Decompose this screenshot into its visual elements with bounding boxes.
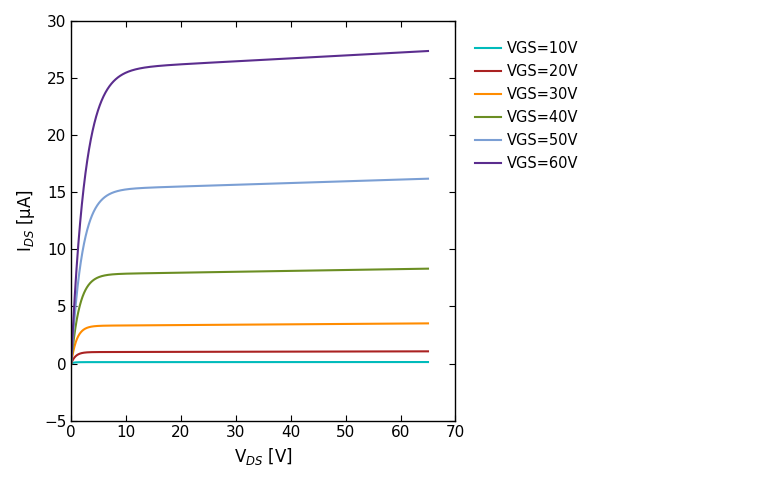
VGS=30V	[85, 324, 94, 330]
VGS=30V	[347, 321, 357, 327]
VGS=60V	[240, 58, 249, 64]
VGS=30V	[231, 322, 240, 328]
VGS=60V	[347, 52, 357, 58]
VGS=10V	[231, 359, 240, 365]
VGS=40V	[240, 269, 249, 275]
Line: VGS=50V: VGS=50V	[71, 179, 428, 363]
Line: VGS=10V: VGS=10V	[71, 362, 428, 363]
VGS=40V	[85, 281, 94, 287]
VGS=20V	[231, 349, 240, 355]
VGS=10V	[85, 359, 94, 365]
VGS=50V	[66, 361, 76, 366]
VGS=20V	[413, 348, 422, 354]
VGS=50V	[240, 182, 249, 187]
VGS=40V	[66, 361, 76, 366]
Legend: VGS=10V, VGS=20V, VGS=30V, VGS=40V, VGS=50V, VGS=60V: VGS=10V, VGS=20V, VGS=30V, VGS=40V, VGS=…	[470, 36, 583, 175]
VGS=60V	[85, 144, 94, 150]
VGS=60V	[231, 58, 240, 64]
VGS=50V	[413, 176, 422, 182]
VGS=20V	[66, 361, 76, 366]
VGS=10V	[413, 359, 422, 365]
Line: VGS=40V: VGS=40V	[71, 268, 428, 363]
VGS=30V	[240, 322, 249, 328]
Line: VGS=20V: VGS=20V	[71, 351, 428, 363]
VGS=60V	[66, 361, 76, 366]
VGS=20V	[413, 348, 422, 354]
Y-axis label: I$_{DS}$ [μA]: I$_{DS}$ [μA]	[15, 189, 37, 252]
VGS=40V	[347, 267, 357, 273]
VGS=20V	[423, 348, 432, 354]
VGS=10V	[347, 359, 357, 365]
VGS=10V	[66, 361, 76, 366]
VGS=20V	[240, 349, 249, 355]
VGS=50V	[347, 178, 357, 184]
VGS=60V	[413, 49, 422, 54]
VGS=40V	[413, 266, 422, 272]
VGS=10V	[413, 359, 422, 365]
VGS=50V	[231, 182, 240, 187]
VGS=30V	[423, 321, 432, 326]
VGS=50V	[423, 176, 432, 182]
VGS=40V	[413, 266, 422, 272]
Line: VGS=30V: VGS=30V	[71, 323, 428, 363]
Line: VGS=60V: VGS=60V	[71, 51, 428, 363]
VGS=10V	[423, 359, 432, 365]
VGS=40V	[423, 266, 432, 271]
X-axis label: V$_{DS}$ [V]: V$_{DS}$ [V]	[234, 446, 293, 467]
VGS=20V	[347, 348, 357, 354]
VGS=30V	[413, 321, 422, 326]
VGS=10V	[240, 359, 249, 365]
VGS=20V	[85, 349, 94, 355]
VGS=50V	[85, 220, 94, 226]
VGS=60V	[413, 49, 422, 54]
VGS=30V	[66, 361, 76, 366]
VGS=50V	[413, 176, 422, 182]
VGS=60V	[423, 48, 432, 54]
VGS=40V	[231, 269, 240, 275]
VGS=30V	[413, 321, 422, 326]
